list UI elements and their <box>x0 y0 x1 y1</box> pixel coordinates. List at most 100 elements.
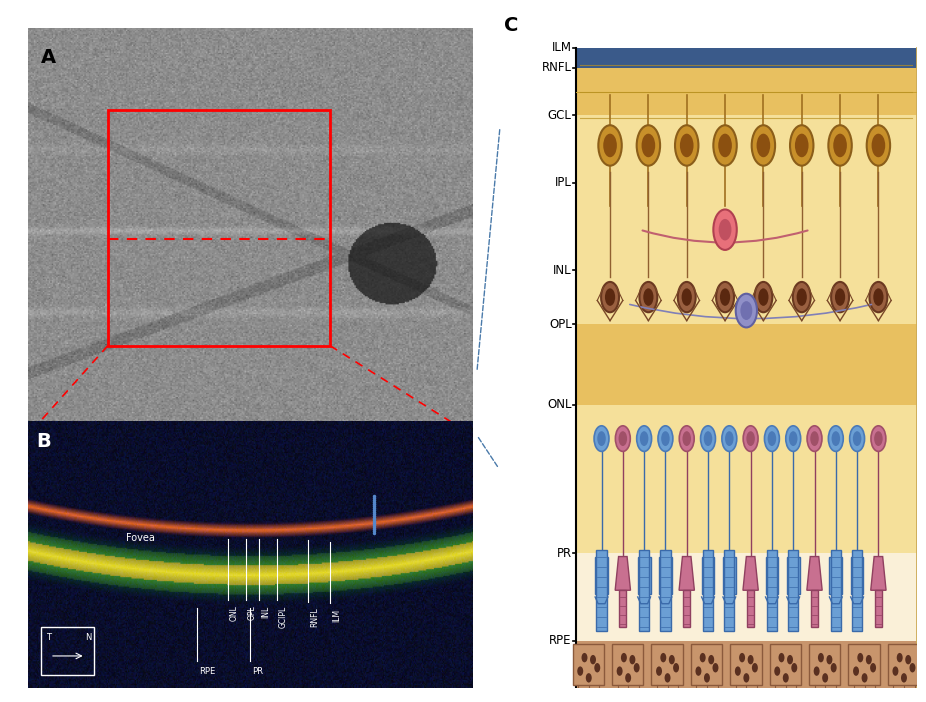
Ellipse shape <box>616 426 631 451</box>
Ellipse shape <box>594 426 609 451</box>
Bar <box>731 644 762 684</box>
Ellipse shape <box>680 133 694 157</box>
Circle shape <box>774 666 781 676</box>
Circle shape <box>700 653 706 663</box>
Bar <box>788 550 798 630</box>
Ellipse shape <box>704 431 712 446</box>
Bar <box>723 557 736 594</box>
Bar <box>767 550 777 630</box>
Ellipse shape <box>601 282 619 312</box>
Ellipse shape <box>682 431 691 446</box>
Ellipse shape <box>637 125 660 166</box>
Circle shape <box>782 673 789 682</box>
Circle shape <box>708 655 714 664</box>
Text: OPL: OPL <box>549 317 571 331</box>
Ellipse shape <box>603 133 617 157</box>
Ellipse shape <box>719 133 732 157</box>
Circle shape <box>594 663 600 673</box>
Bar <box>638 557 651 594</box>
Ellipse shape <box>765 426 780 451</box>
Ellipse shape <box>833 133 847 157</box>
Ellipse shape <box>597 431 606 446</box>
Circle shape <box>909 663 916 673</box>
Ellipse shape <box>658 426 673 451</box>
Circle shape <box>669 655 675 664</box>
Bar <box>787 557 800 594</box>
Circle shape <box>744 673 749 682</box>
Ellipse shape <box>786 426 801 451</box>
Ellipse shape <box>793 282 810 312</box>
Ellipse shape <box>719 219 732 241</box>
Bar <box>683 590 690 628</box>
Circle shape <box>870 663 876 673</box>
Text: PR: PR <box>252 667 263 675</box>
Ellipse shape <box>720 289 731 306</box>
Bar <box>747 590 754 628</box>
Bar <box>576 641 917 688</box>
Bar <box>848 644 880 684</box>
Ellipse shape <box>716 282 734 312</box>
Bar <box>770 644 801 684</box>
Text: GCL: GCL <box>548 109 571 121</box>
Circle shape <box>582 653 587 663</box>
Circle shape <box>633 663 640 673</box>
Circle shape <box>577 666 583 676</box>
Bar <box>766 557 779 594</box>
Circle shape <box>752 663 757 673</box>
Circle shape <box>831 663 837 673</box>
Bar <box>831 550 841 630</box>
Circle shape <box>818 653 824 663</box>
Circle shape <box>625 673 632 682</box>
Text: INL: INL <box>553 264 571 277</box>
Bar <box>851 557 864 594</box>
Ellipse shape <box>642 133 656 157</box>
Text: ONL: ONL <box>230 606 239 621</box>
Ellipse shape <box>755 282 772 312</box>
Bar <box>572 644 604 684</box>
Text: RNFL: RNFL <box>310 607 319 627</box>
Text: RPE: RPE <box>549 635 571 647</box>
Ellipse shape <box>790 125 813 166</box>
Bar <box>888 644 920 684</box>
Bar <box>852 550 862 630</box>
Circle shape <box>586 673 592 682</box>
Ellipse shape <box>701 426 716 451</box>
Circle shape <box>826 655 832 664</box>
Ellipse shape <box>605 289 615 306</box>
Ellipse shape <box>744 426 758 451</box>
Ellipse shape <box>874 431 882 446</box>
Text: A: A <box>41 48 56 67</box>
Circle shape <box>660 653 667 663</box>
Text: Fovea: Fovea <box>126 534 155 543</box>
Ellipse shape <box>675 125 698 166</box>
Ellipse shape <box>871 426 886 451</box>
Ellipse shape <box>661 431 669 446</box>
Circle shape <box>822 673 828 682</box>
Circle shape <box>617 666 622 676</box>
Ellipse shape <box>829 125 852 166</box>
Bar <box>659 557 672 594</box>
Bar <box>703 550 713 630</box>
Ellipse shape <box>757 133 770 157</box>
Ellipse shape <box>682 289 692 306</box>
Text: IPL: IPL <box>555 176 571 189</box>
Bar <box>576 270 917 324</box>
Circle shape <box>866 655 871 664</box>
Circle shape <box>814 666 820 676</box>
Ellipse shape <box>752 125 775 166</box>
Circle shape <box>792 663 797 673</box>
Ellipse shape <box>796 289 807 306</box>
Bar <box>576 183 917 270</box>
Circle shape <box>673 663 679 673</box>
Ellipse shape <box>807 426 822 451</box>
Text: OPL: OPL <box>248 605 257 620</box>
Bar <box>576 115 917 183</box>
Circle shape <box>906 655 911 664</box>
Circle shape <box>857 653 863 663</box>
Circle shape <box>735 666 741 676</box>
Bar <box>660 550 670 630</box>
Bar <box>595 557 608 594</box>
Bar <box>830 557 843 594</box>
Ellipse shape <box>768 431 776 446</box>
Ellipse shape <box>795 133 808 157</box>
